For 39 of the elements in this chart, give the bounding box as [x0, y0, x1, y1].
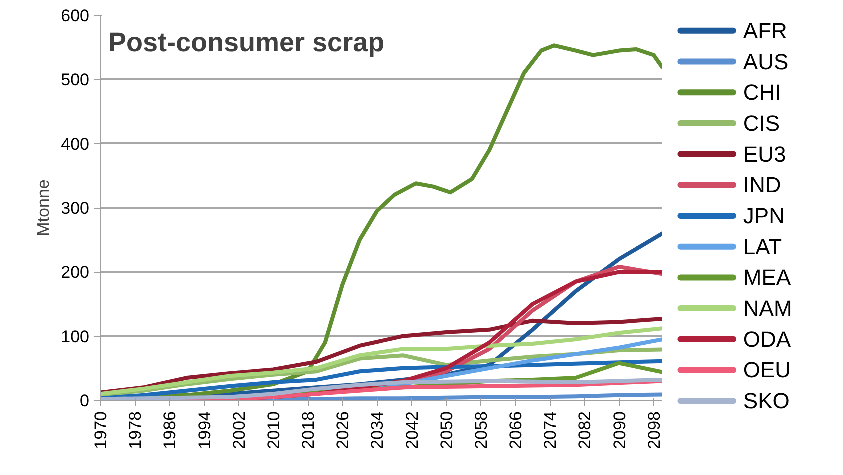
x-tick-label: 2082 [576, 411, 595, 450]
x-tick-label: 2066 [506, 411, 526, 450]
x-tick-label: 2090 [610, 411, 630, 450]
x-tick-label: 1978 [126, 411, 146, 450]
x-tick-label: 2074 [541, 411, 560, 450]
x-tick-label: 1994 [195, 411, 214, 450]
y-tick-label: 100 [61, 327, 90, 346]
legend-label: JPN [743, 204, 785, 228]
x-tick-label: 2098 [644, 411, 664, 450]
y-tick-label: 0 [80, 392, 90, 410]
y-tick-label: 300 [61, 199, 90, 218]
legend-label: MEA [743, 265, 792, 290]
y-tick-label: 400 [61, 134, 90, 154]
y-axis-title: Mtonne [34, 180, 54, 236]
x-tick-label: 2002 [230, 411, 249, 450]
x-tick-label: 1970 [92, 411, 110, 450]
y-tick-label: 200 [61, 263, 90, 282]
text: Post-consumer scrap [108, 28, 385, 58]
x-tick-label: 2010 [264, 411, 284, 450]
x-tick-label: 2026 [334, 411, 353, 450]
x-tick-label: 1986 [160, 411, 180, 450]
x-tick-label: 2034 [368, 411, 388, 450]
legend-label: NAM [743, 296, 792, 322]
legend-label: AFR [743, 18, 788, 44]
legend-label: SKO [743, 388, 790, 414]
legend-label: OEU [743, 358, 792, 383]
legend-label: CHI [743, 80, 782, 106]
legend-label: LAT [743, 234, 782, 260]
x-tick-label: 2050 [437, 411, 456, 450]
legend-label: CIS [743, 110, 780, 136]
x-tick-label: 2018 [299, 411, 318, 450]
x-tick-label: 2058 [472, 411, 491, 450]
x-tick-label: 2042 [402, 411, 422, 450]
legend-label: AUS [743, 49, 789, 74]
legend-label: ODA [743, 326, 792, 352]
legend-label: EU3 [743, 142, 786, 167]
y-tick-label: 500 [61, 70, 90, 90]
legend-label: IND [743, 172, 782, 198]
y-tick-label: 600 [61, 6, 90, 26]
